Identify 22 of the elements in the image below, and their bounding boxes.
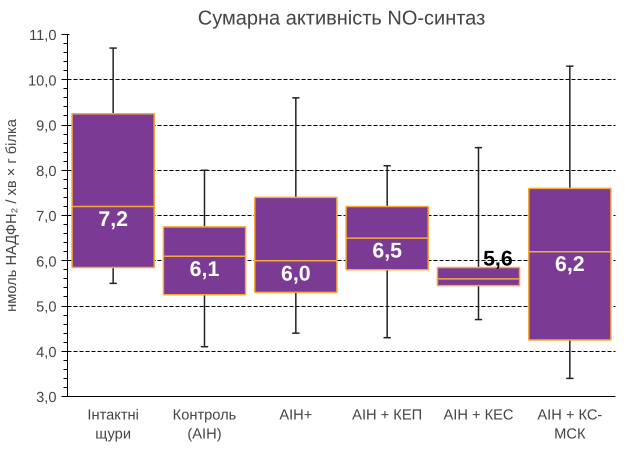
text: 6,5	[372, 238, 402, 263]
text: 6,0	[281, 261, 311, 286]
y-axis-title: нмоль НАДФН₂ / хв × г білка	[4, 118, 20, 312]
y-tick-label: 3,0	[36, 390, 56, 406]
y-tick-label: 11,0	[29, 28, 56, 44]
x-tick-label: Інтактні щури	[87, 408, 139, 443]
text: 7,2	[98, 206, 128, 231]
y-tick-label: 7,0	[36, 209, 56, 225]
text: 6,2	[555, 252, 585, 276]
y-tick-label: 8,0	[36, 164, 56, 180]
y-tick-label: 6,0	[36, 254, 56, 270]
y-tick-label: 10,0	[28, 73, 57, 90]
x-tick-label: АІН + КЕС	[443, 408, 514, 424]
x-tick-label: АІН + КЕП	[352, 408, 422, 424]
y-tick-label: 4,0	[36, 344, 56, 361]
y-tick-label: 9,0	[36, 118, 56, 134]
y-tick-label: 5,0	[36, 300, 56, 316]
x-tick-label: АІН+	[279, 408, 312, 424]
x-tick-label: Контроль (АІН)	[172, 408, 237, 443]
text: 6,1	[190, 256, 220, 281]
chart-title: Сумарна активність NO-синтаз	[198, 8, 486, 30]
x-tick-label: АІН + КС- МСК	[537, 408, 602, 443]
